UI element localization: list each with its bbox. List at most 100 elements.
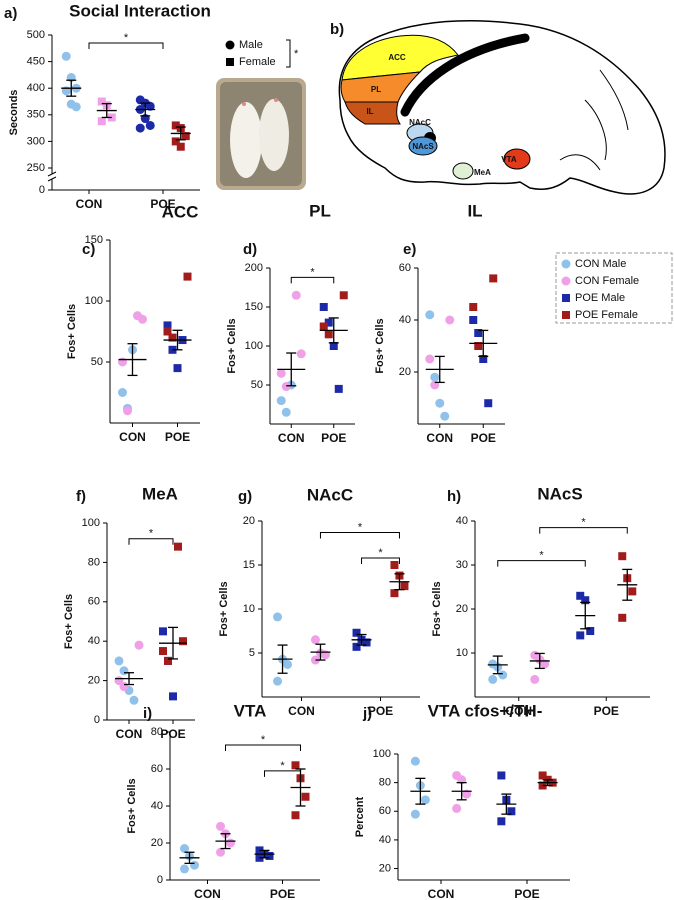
- data-point: [400, 582, 409, 591]
- region-label: PL: [371, 85, 381, 94]
- y-tick-label: 10: [243, 603, 255, 615]
- data-point: [118, 388, 127, 397]
- chart-title: IL: [467, 201, 482, 220]
- chart-title: MeA: [142, 484, 178, 503]
- y-tick-label: 20: [151, 837, 163, 849]
- significance-bracket: [361, 557, 400, 564]
- panel-label: a): [4, 5, 17, 22]
- panel-label: i): [143, 705, 152, 722]
- data-point: [216, 847, 225, 857]
- significance-label: *: [358, 521, 363, 533]
- y-tick-label: 150: [245, 301, 263, 313]
- panel-label: j): [362, 705, 372, 722]
- data-point: [489, 274, 498, 283]
- data-point: [281, 382, 291, 392]
- data-point: [171, 137, 180, 146]
- data-point: [474, 329, 483, 337]
- y-tick-label: 80: [151, 726, 163, 738]
- x-tick-label: CON: [428, 887, 455, 900]
- x-tick-label: CON: [194, 887, 221, 900]
- y-tick-label: 40: [151, 800, 163, 812]
- panel-label: b): [330, 21, 344, 38]
- data-point: [164, 656, 172, 665]
- chart-title: ACC: [162, 202, 199, 221]
- data-point: [216, 821, 225, 831]
- y-tick-label: 80: [88, 556, 100, 568]
- x-tick-label: POE: [321, 431, 346, 445]
- data-point: [226, 838, 235, 848]
- panel-label: g): [238, 488, 252, 505]
- y-axis-label: Fos+ Cells: [218, 581, 230, 636]
- x-tick-label: POE: [471, 431, 496, 445]
- y-tick-label: 350: [27, 109, 45, 121]
- significance-label: *: [581, 517, 586, 529]
- data-point: [540, 659, 550, 669]
- chart-title: VTA: [234, 701, 267, 720]
- data-point: [334, 384, 343, 393]
- data-point: [479, 355, 488, 363]
- x-tick-label: CON: [426, 431, 453, 445]
- region-label: MeA: [474, 168, 491, 177]
- data-point: [119, 666, 129, 676]
- x-tick-label: CON: [288, 704, 315, 718]
- data-point: [281, 407, 291, 417]
- data-point: [352, 628, 361, 637]
- significance-bracket: [88, 42, 164, 49]
- data-point: [628, 587, 637, 596]
- y-tick-label: 100: [85, 295, 103, 307]
- significance-bracket: [225, 744, 301, 751]
- legend-label: CON Female: [575, 275, 639, 287]
- y-axis-label: Percent: [354, 796, 366, 837]
- panel-label: f): [76, 488, 86, 505]
- legend-label: POE Female: [575, 309, 638, 321]
- data-point: [163, 327, 172, 336]
- data-point: [123, 406, 132, 416]
- y-axis-label: Fos+ Cells: [226, 318, 238, 373]
- data-point: [301, 792, 310, 801]
- data-point: [176, 142, 185, 151]
- x-tick-label: CON: [278, 431, 305, 445]
- y-tick-label: 5: [249, 647, 255, 659]
- data-point: [498, 670, 508, 680]
- data-point: [119, 682, 129, 692]
- y-tick-label: 60: [379, 805, 391, 817]
- legend-marker: [561, 276, 571, 286]
- data-point: [168, 333, 177, 342]
- y-tick-label: 80: [379, 777, 391, 789]
- data-point: [169, 692, 177, 701]
- data-point: [118, 357, 127, 367]
- y-tick-label: 100: [373, 748, 391, 760]
- region-label: VTA: [501, 155, 517, 164]
- significance-label: *: [310, 266, 315, 278]
- significance-bracket: [128, 538, 174, 545]
- legend-marker: [562, 294, 570, 302]
- data-point: [181, 132, 190, 141]
- x-tick-label: CON: [119, 430, 146, 444]
- significance-label: *: [378, 547, 383, 559]
- data-point: [310, 635, 320, 645]
- y-tick-label: 500: [27, 29, 45, 41]
- data-point: [276, 368, 286, 378]
- data-point: [581, 596, 590, 605]
- data-point: [97, 117, 106, 126]
- data-point: [324, 330, 333, 339]
- significance-label: *: [261, 734, 266, 746]
- region-label: NAcS: [412, 142, 434, 151]
- y-tick-label: 20: [88, 675, 100, 687]
- y-tick-label: 50: [251, 379, 263, 391]
- significance-label: *: [280, 760, 285, 772]
- y-tick-label: 0: [157, 874, 163, 886]
- y-tick-label: 40: [88, 635, 100, 647]
- data-point: [352, 642, 361, 651]
- data-point: [440, 411, 450, 421]
- data-point: [452, 803, 462, 813]
- data-point: [163, 321, 172, 330]
- y-axis-label: Fos+ Cells: [126, 778, 138, 833]
- y-tick-label: 10: [456, 647, 468, 659]
- legend-label: Male: [239, 39, 263, 51]
- y-tick-label: 60: [88, 596, 100, 608]
- y-tick-label: 250: [27, 162, 45, 174]
- axis-break: [47, 171, 57, 177]
